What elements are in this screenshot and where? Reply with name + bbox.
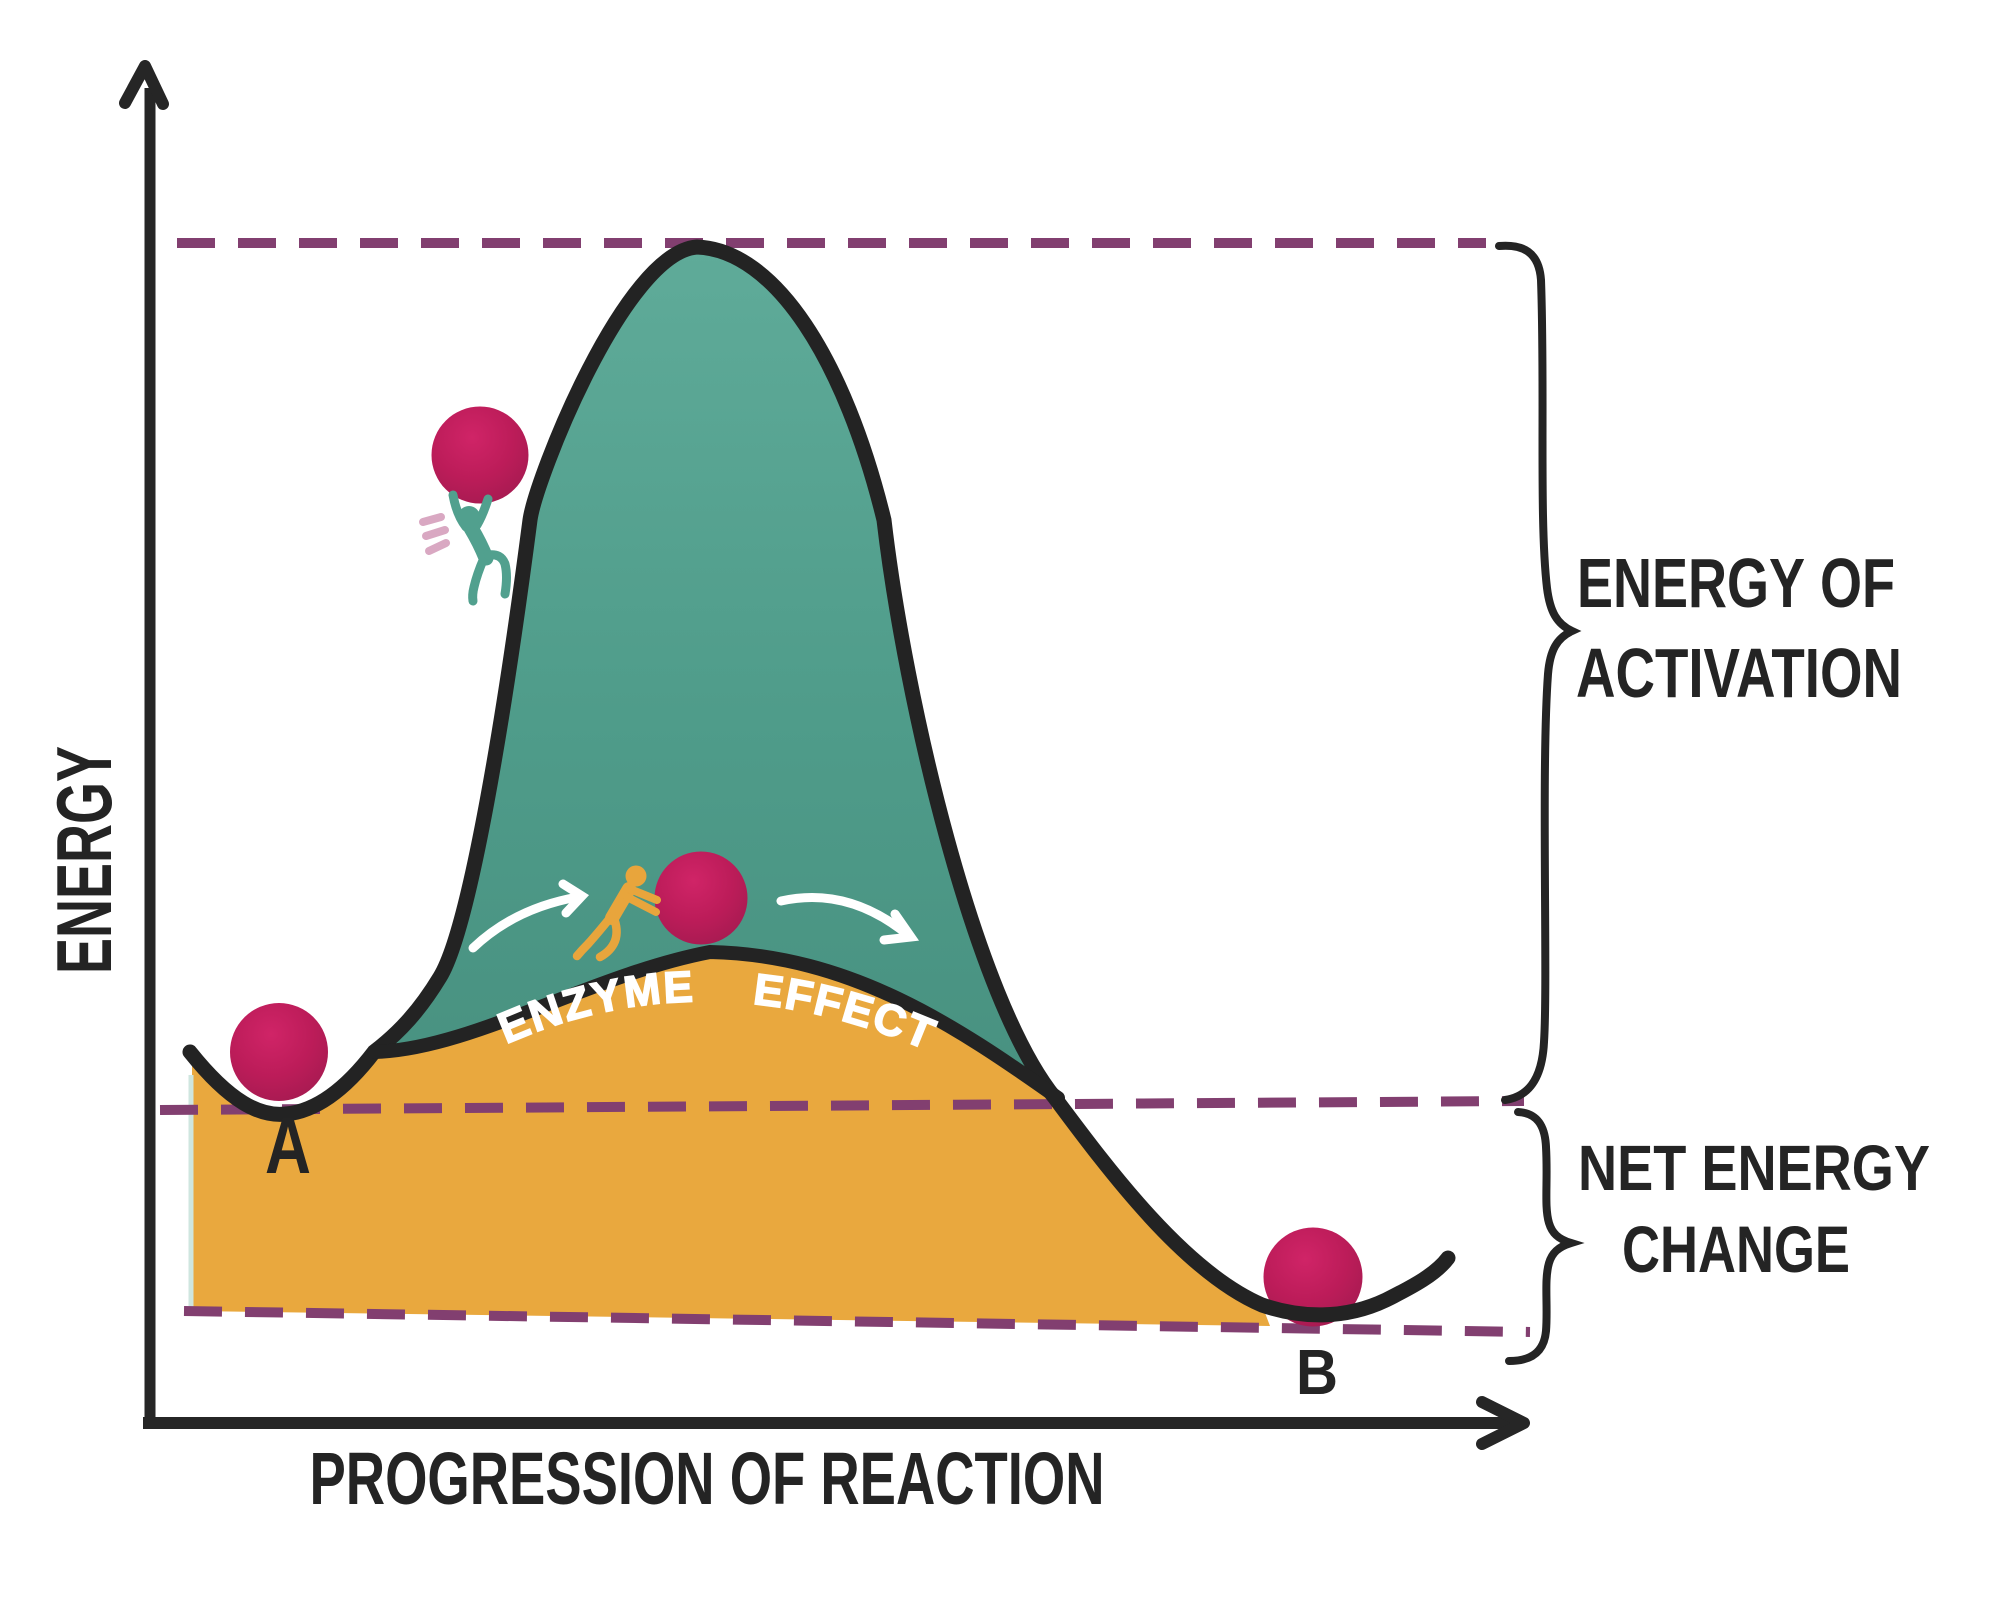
svg-text:ENERGY: ENERGY [40, 746, 128, 974]
svg-text:PROGRESSION OF REACTION: PROGRESSION OF REACTION [310, 1437, 1105, 1520]
svg-text:A: A [265, 1101, 311, 1190]
svg-text:B: B [1296, 1336, 1338, 1408]
svg-text:ACTIVATION: ACTIVATION [1576, 634, 1902, 712]
svg-text:CHANGE: CHANGE [1622, 1212, 1850, 1286]
svg-text:ENERGY OF: ENERGY OF [1577, 544, 1895, 622]
svg-text:NET ENERGY: NET ENERGY [1578, 1132, 1930, 1204]
